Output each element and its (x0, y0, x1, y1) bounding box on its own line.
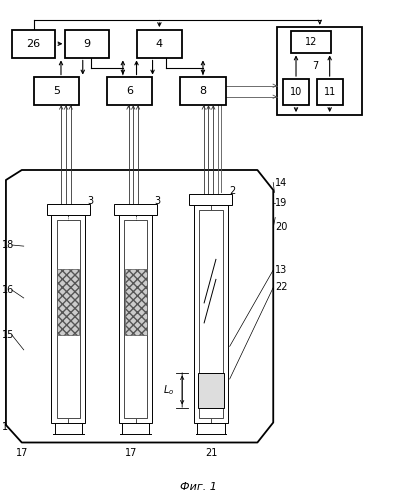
Bar (57, 220, 80, 418)
Bar (51, 215, 85, 422)
Text: 1: 1 (2, 422, 8, 432)
Text: 19: 19 (275, 198, 287, 207)
Bar (47, 204, 90, 215)
Text: 3: 3 (87, 196, 93, 206)
Bar (65, 30, 109, 58)
Text: $L_o$: $L_o$ (163, 383, 174, 397)
Text: 21: 21 (206, 448, 218, 458)
Text: 12: 12 (305, 37, 317, 47)
Text: 17: 17 (124, 448, 137, 458)
Bar (12, 30, 55, 58)
Text: 6: 6 (126, 86, 133, 96)
Text: 11: 11 (324, 87, 336, 97)
Bar (57, 269, 79, 336)
Bar (277, 28, 362, 115)
Text: 8: 8 (200, 86, 206, 96)
Text: 2: 2 (230, 186, 236, 196)
Bar (125, 269, 147, 336)
Text: 13: 13 (275, 265, 287, 275)
Text: 26: 26 (27, 39, 41, 49)
Text: 17: 17 (15, 448, 28, 458)
Bar (180, 78, 226, 105)
Bar (114, 204, 157, 215)
Text: 4: 4 (156, 39, 163, 49)
Text: 15: 15 (2, 330, 14, 340)
Bar (283, 79, 309, 105)
Text: 20: 20 (275, 222, 287, 232)
Text: Фиг. 1: Фиг. 1 (179, 482, 217, 492)
Text: 10: 10 (290, 87, 302, 97)
Text: 22: 22 (275, 282, 288, 292)
Text: 9: 9 (84, 39, 91, 49)
Bar (137, 30, 182, 58)
Bar (189, 194, 232, 205)
Bar (34, 78, 79, 105)
Text: 7: 7 (312, 60, 318, 70)
Bar (291, 32, 331, 52)
Bar (119, 215, 152, 422)
Text: 5: 5 (53, 86, 60, 96)
Text: 3: 3 (154, 196, 160, 206)
Text: 16: 16 (2, 285, 14, 295)
Bar (194, 205, 228, 422)
Text: 14: 14 (275, 178, 287, 188)
Bar (199, 210, 223, 418)
Text: 18: 18 (2, 240, 14, 250)
Bar (317, 79, 343, 105)
Bar (107, 78, 152, 105)
Bar (124, 220, 147, 418)
Bar (198, 372, 224, 408)
